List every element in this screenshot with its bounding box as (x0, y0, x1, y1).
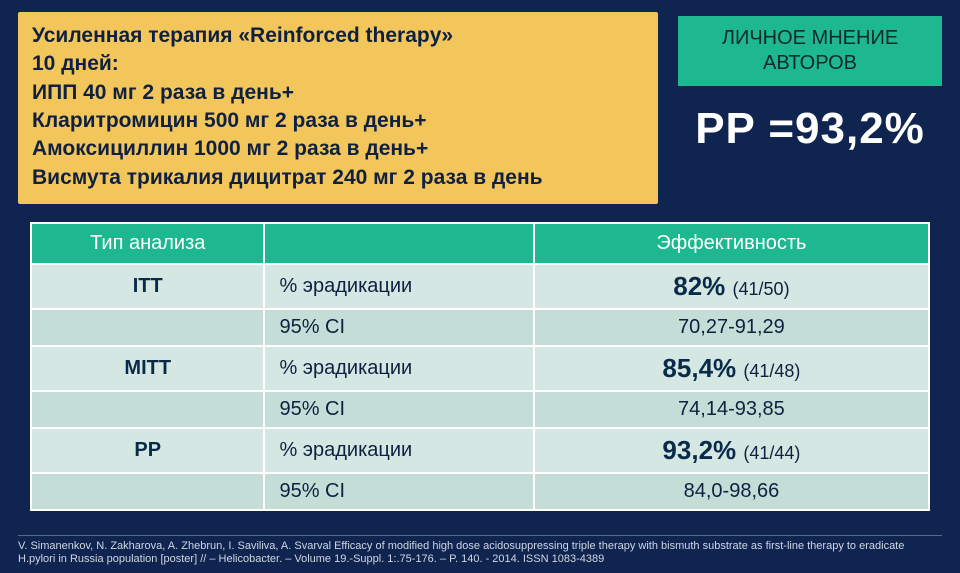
table-row: MITT% эрадикации85,4% (41/48) (31, 346, 929, 391)
cell-analysis-type: ITT (31, 264, 264, 309)
therapy-line: Амоксициллин 1000 мг 2 раза в день+ (32, 135, 644, 163)
table-row: PP% эрадикации93,2% (41/44) (31, 428, 929, 473)
table-header-type: Тип анализа (31, 223, 264, 264)
therapy-line: Кларитромицин 500 мг 2 раза в день+ (32, 107, 644, 135)
pp-headline-stat: PP =93,2% (678, 104, 942, 154)
cell-analysis-type: MITT (31, 346, 264, 391)
therapy-line: 10 дней: (32, 50, 644, 78)
cell-value: 74,14-93,85 (534, 391, 929, 428)
table-row: ITT% эрадикации82% (41/50) (31, 264, 929, 309)
cell-analysis-type (31, 391, 264, 428)
table-row: 95% CI70,27-91,29 (31, 309, 929, 346)
table-body: ITT% эрадикации82% (41/50)95% CI70,27-91… (31, 264, 929, 510)
therapy-line: Усиленная терапия «Reinforced therapy» (32, 22, 644, 50)
cell-metric: 95% CI (264, 309, 533, 346)
cell-metric: % эрадикации (264, 346, 533, 391)
table-header-mid (264, 223, 533, 264)
citation-footer: V. Simanenkov, N. Zakharova, A. Zhebrun,… (18, 535, 942, 568)
opinion-line: АВТОРОВ (686, 51, 934, 76)
cell-value: 93,2% (41/44) (534, 428, 929, 473)
cell-value: 84,0-98,66 (534, 473, 929, 510)
therapy-line: ИПП 40 мг 2 раза в день+ (32, 79, 644, 107)
opinion-line: ЛИЧНОЕ МНЕНИЕ (686, 26, 934, 51)
cell-value: 85,4% (41/48) (534, 346, 929, 391)
cell-metric: % эрадикации (264, 264, 533, 309)
cell-value: 82% (41/50) (534, 264, 929, 309)
efficacy-table: Тип анализа Эффективность ITT% эрадикаци… (30, 222, 930, 511)
cell-analysis-type: PP (31, 428, 264, 473)
value-count: (41/44) (743, 443, 800, 463)
cell-metric: 95% CI (264, 473, 533, 510)
cell-metric: % эрадикации (264, 428, 533, 473)
cell-value: 70,27-91,29 (534, 309, 929, 346)
cell-metric: 95% CI (264, 391, 533, 428)
value-percent: 85,4% (662, 353, 743, 383)
cell-analysis-type (31, 309, 264, 346)
value-count: (41/50) (733, 279, 790, 299)
table-header-eff: Эффективность (534, 223, 929, 264)
table-row: 95% CI84,0-98,66 (31, 473, 929, 510)
value-percent: 93,2% (662, 435, 743, 465)
value-percent: 82% (673, 271, 732, 301)
table-row: 95% CI74,14-93,85 (31, 391, 929, 428)
therapy-description-box: Усиленная терапия «Reinforced therapy» 1… (18, 12, 658, 204)
value-count: (41/48) (743, 361, 800, 381)
opinion-badge: ЛИЧНОЕ МНЕНИЕ АВТОРОВ (678, 16, 942, 86)
therapy-line: Висмута трикалия дицитрат 240 мг 2 раза … (32, 164, 644, 192)
cell-analysis-type (31, 473, 264, 510)
